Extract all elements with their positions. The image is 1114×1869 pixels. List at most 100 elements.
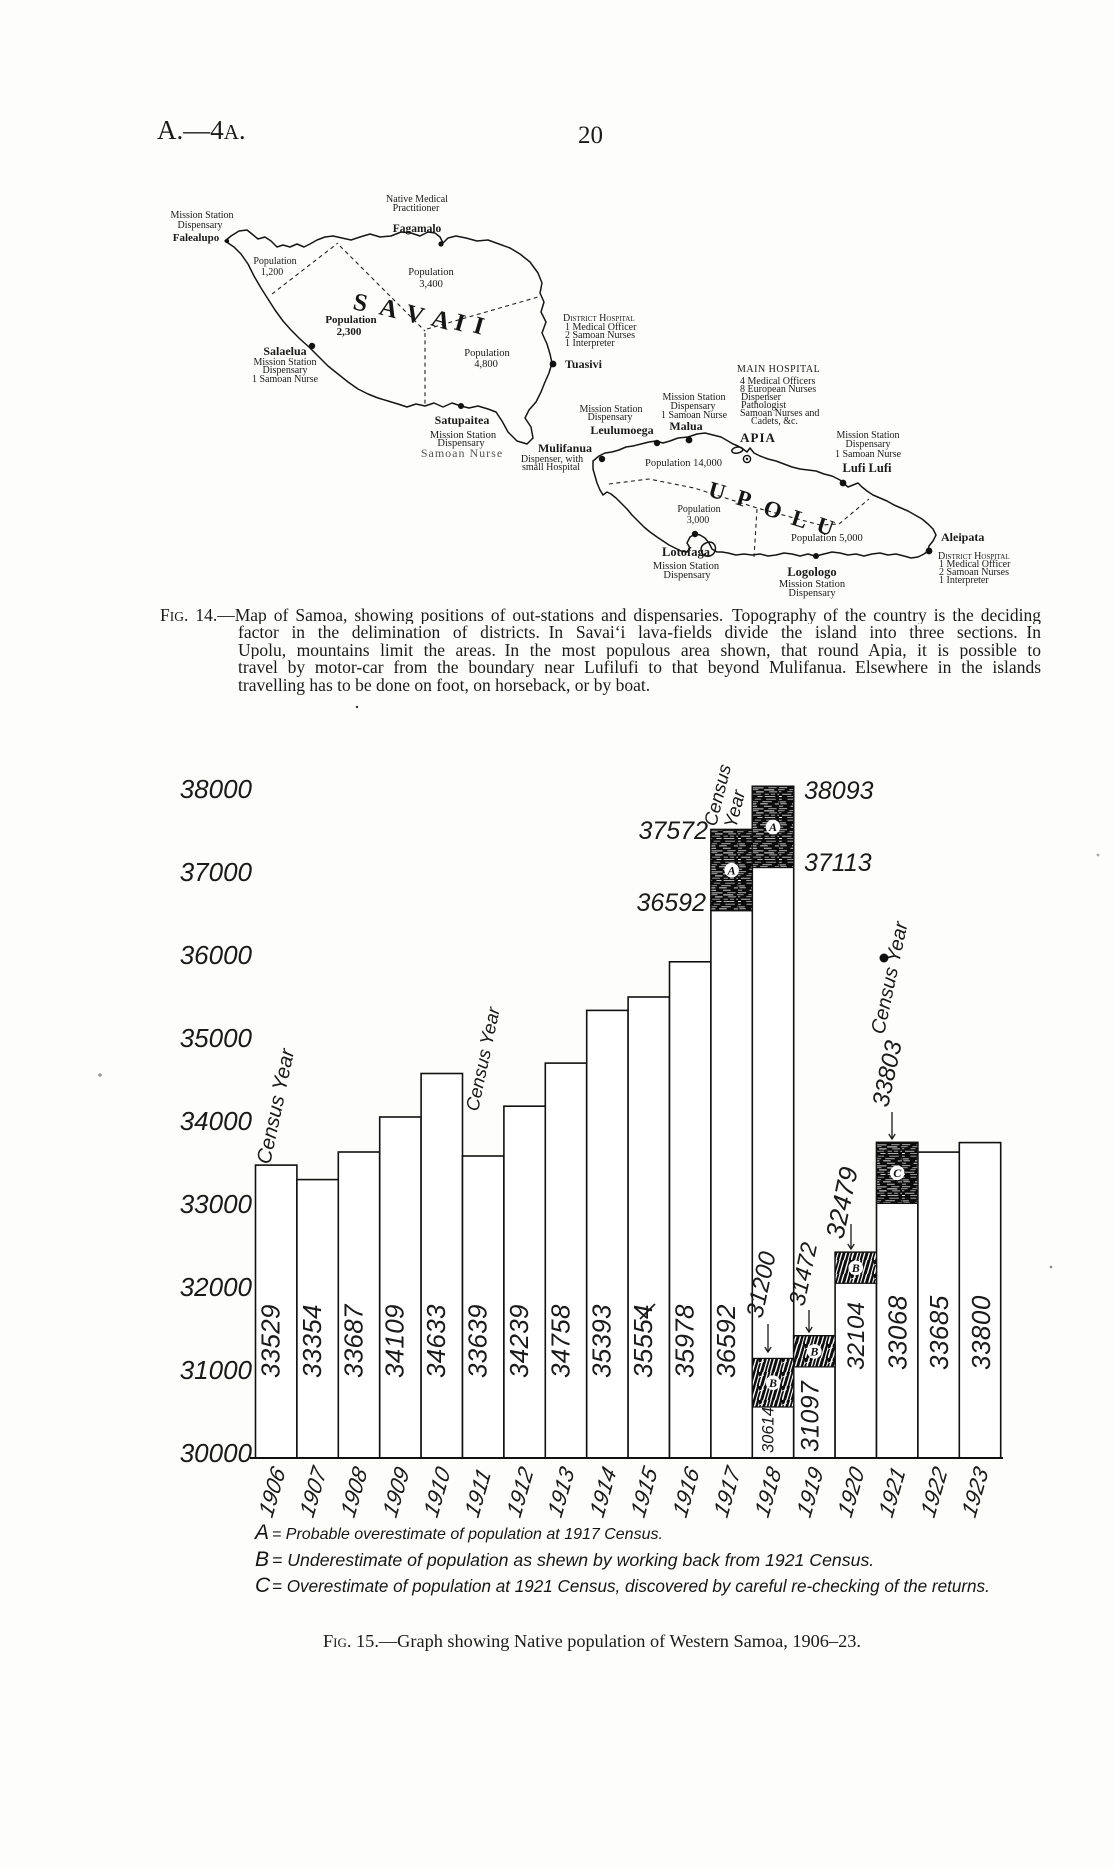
svg-text:= Probable overestimate of pop: = Probable overestimate of population at… bbox=[272, 1526, 663, 1543]
svg-text:35000: 35000 bbox=[180, 1023, 253, 1053]
svg-text:Lufi Lufi: Lufi Lufi bbox=[843, 461, 893, 475]
svg-text:Pathologist: Pathologist bbox=[741, 400, 786, 411]
svg-text:Population: Population bbox=[408, 267, 454, 278]
svg-text:S: S bbox=[351, 288, 370, 317]
svg-text:B: B bbox=[255, 1548, 269, 1571]
svg-text:3,400: 3,400 bbox=[419, 279, 443, 290]
svg-text:37572: 37572 bbox=[638, 817, 708, 845]
svg-text:Dispensary: Dispensary bbox=[846, 439, 891, 450]
svg-text:Dispensary: Dispensary bbox=[263, 365, 308, 376]
svg-text:33354: 33354 bbox=[297, 1304, 327, 1378]
svg-text:C: C bbox=[255, 1574, 271, 1597]
svg-text:1 Medical Officer: 1 Medical Officer bbox=[565, 322, 637, 333]
svg-text:1909: 1909 bbox=[378, 1462, 414, 1521]
svg-text:Mission Station: Mission Station bbox=[253, 357, 316, 368]
svg-text:APIA: APIA bbox=[740, 430, 776, 445]
svg-text:Cadets, &c.: Cadets, &c. bbox=[751, 416, 798, 427]
svg-text:1918: 1918 bbox=[750, 1462, 786, 1521]
svg-text:A: A bbox=[253, 1521, 269, 1544]
svg-text:Dispenser, with: Dispenser, with bbox=[521, 454, 583, 465]
svg-text:A: A bbox=[727, 863, 736, 877]
svg-text:Dispensary: Dispensary bbox=[437, 438, 485, 449]
svg-text:1911: 1911 bbox=[460, 1464, 495, 1521]
svg-text:37000: 37000 bbox=[180, 857, 253, 887]
svg-text:Census Year: Census Year bbox=[252, 1046, 299, 1166]
svg-text:4 Medical Officers: 4 Medical Officers bbox=[740, 376, 815, 387]
svg-text:1906: 1906 bbox=[254, 1462, 290, 1521]
svg-text:34758: 34758 bbox=[545, 1304, 575, 1378]
svg-text:Samoan Nurses and: Samoan Nurses and bbox=[740, 408, 819, 419]
svg-text:1922: 1922 bbox=[916, 1462, 952, 1521]
svg-text:1919: 1919 bbox=[792, 1462, 828, 1521]
svg-text:1 Medical Officer: 1 Medical Officer bbox=[939, 559, 1011, 570]
svg-text:C: C bbox=[893, 1166, 902, 1180]
svg-text:1 Interpreter: 1 Interpreter bbox=[939, 575, 989, 586]
svg-text:Census Year: Census Year bbox=[461, 1004, 504, 1112]
svg-text:33803: 33803 bbox=[867, 1038, 907, 1110]
svg-text:1913: 1913 bbox=[543, 1462, 579, 1521]
svg-text:4,800: 4,800 bbox=[474, 359, 498, 370]
svg-text:Mission Station: Mission Station bbox=[779, 579, 846, 590]
svg-text:Population: Population bbox=[677, 504, 720, 515]
svg-text:1921: 1921 bbox=[874, 1462, 910, 1521]
svg-text:34000: 34000 bbox=[180, 1106, 253, 1136]
svg-text:36592: 36592 bbox=[636, 889, 706, 917]
svg-text:1912: 1912 bbox=[502, 1462, 538, 1521]
svg-text:Population 5,000: Population 5,000 bbox=[791, 533, 863, 544]
svg-text:Dispensary: Dispensary bbox=[178, 220, 223, 231]
svg-text:1 Interpreter: 1 Interpreter bbox=[565, 338, 615, 349]
svg-text:District Hospital: District Hospital bbox=[938, 551, 1010, 562]
svg-text:B: B bbox=[851, 1261, 860, 1275]
svg-text:MAIN HOSPITAL: MAIN HOSPITAL bbox=[737, 364, 820, 375]
svg-text:Dispensary: Dispensary bbox=[671, 401, 716, 412]
svg-text:2,300: 2,300 bbox=[337, 326, 362, 338]
svg-text:Fagamalo: Fagamalo bbox=[393, 223, 442, 235]
svg-text:30614: 30614 bbox=[759, 1407, 777, 1453]
svg-text:33685: 33685 bbox=[924, 1295, 954, 1370]
svg-text:Dispensary: Dispensary bbox=[663, 570, 711, 581]
svg-text:34239: 34239 bbox=[504, 1304, 534, 1378]
svg-text:Satupaitea: Satupaitea bbox=[435, 413, 490, 427]
svg-text:2 Samoan Nurses: 2 Samoan Nurses bbox=[939, 567, 1009, 578]
svg-text:Logologo: Logologo bbox=[787, 565, 836, 579]
svg-text:33000: 33000 bbox=[180, 1189, 253, 1219]
svg-text:1915: 1915 bbox=[626, 1462, 662, 1521]
svg-text:34109: 34109 bbox=[380, 1304, 410, 1378]
svg-text:35978: 35978 bbox=[670, 1304, 700, 1378]
svg-text:Census Year: Census Year bbox=[867, 918, 913, 1036]
svg-text:36592: 36592 bbox=[711, 1304, 741, 1378]
svg-text:2 Samoan Nurses: 2 Samoan Nurses bbox=[565, 330, 635, 341]
svg-text:1910: 1910 bbox=[419, 1462, 455, 1521]
svg-text:P: P bbox=[734, 485, 755, 513]
svg-text:1916: 1916 bbox=[668, 1462, 704, 1521]
svg-text:A: A bbox=[768, 820, 777, 834]
svg-text:36000: 36000 bbox=[180, 940, 253, 970]
svg-text:U: U bbox=[706, 477, 729, 506]
svg-text:Population: Population bbox=[325, 314, 376, 326]
svg-text:Population: Population bbox=[253, 256, 296, 267]
svg-text:1907: 1907 bbox=[295, 1461, 331, 1521]
svg-text:33800: 33800 bbox=[966, 1295, 996, 1370]
svg-text:32479: 32479 bbox=[820, 1164, 864, 1241]
svg-text:32104: 32104 bbox=[843, 1302, 870, 1370]
svg-text:A.—4A.: A.—4A. bbox=[157, 115, 246, 145]
svg-text:District Hospital: District Hospital bbox=[563, 313, 635, 324]
svg-text:Mission Station: Mission Station bbox=[579, 404, 642, 415]
svg-text:Population: Population bbox=[464, 348, 510, 359]
svg-text:Mission Station: Mission Station bbox=[170, 210, 233, 221]
svg-text:Practitioner: Practitioner bbox=[393, 203, 440, 214]
svg-text:31000: 31000 bbox=[180, 1355, 253, 1385]
svg-text:Mission Station: Mission Station bbox=[836, 430, 899, 441]
svg-text:Aleipata: Aleipata bbox=[941, 530, 984, 544]
svg-text:20: 20 bbox=[578, 122, 603, 149]
svg-text:I: I bbox=[451, 309, 468, 338]
svg-text:Dispenser: Dispenser bbox=[741, 392, 782, 403]
svg-text:8 European Nurses: 8 European Nurses bbox=[740, 384, 816, 395]
svg-text:O: O bbox=[760, 495, 785, 524]
svg-text:Native Medical: Native Medical bbox=[386, 194, 448, 205]
svg-text:38000: 38000 bbox=[180, 774, 253, 804]
svg-text:Dispensary: Dispensary bbox=[788, 588, 836, 599]
svg-text:B: B bbox=[809, 1345, 818, 1359]
svg-text:B: B bbox=[768, 1376, 777, 1390]
svg-text:1923: 1923 bbox=[957, 1462, 993, 1521]
